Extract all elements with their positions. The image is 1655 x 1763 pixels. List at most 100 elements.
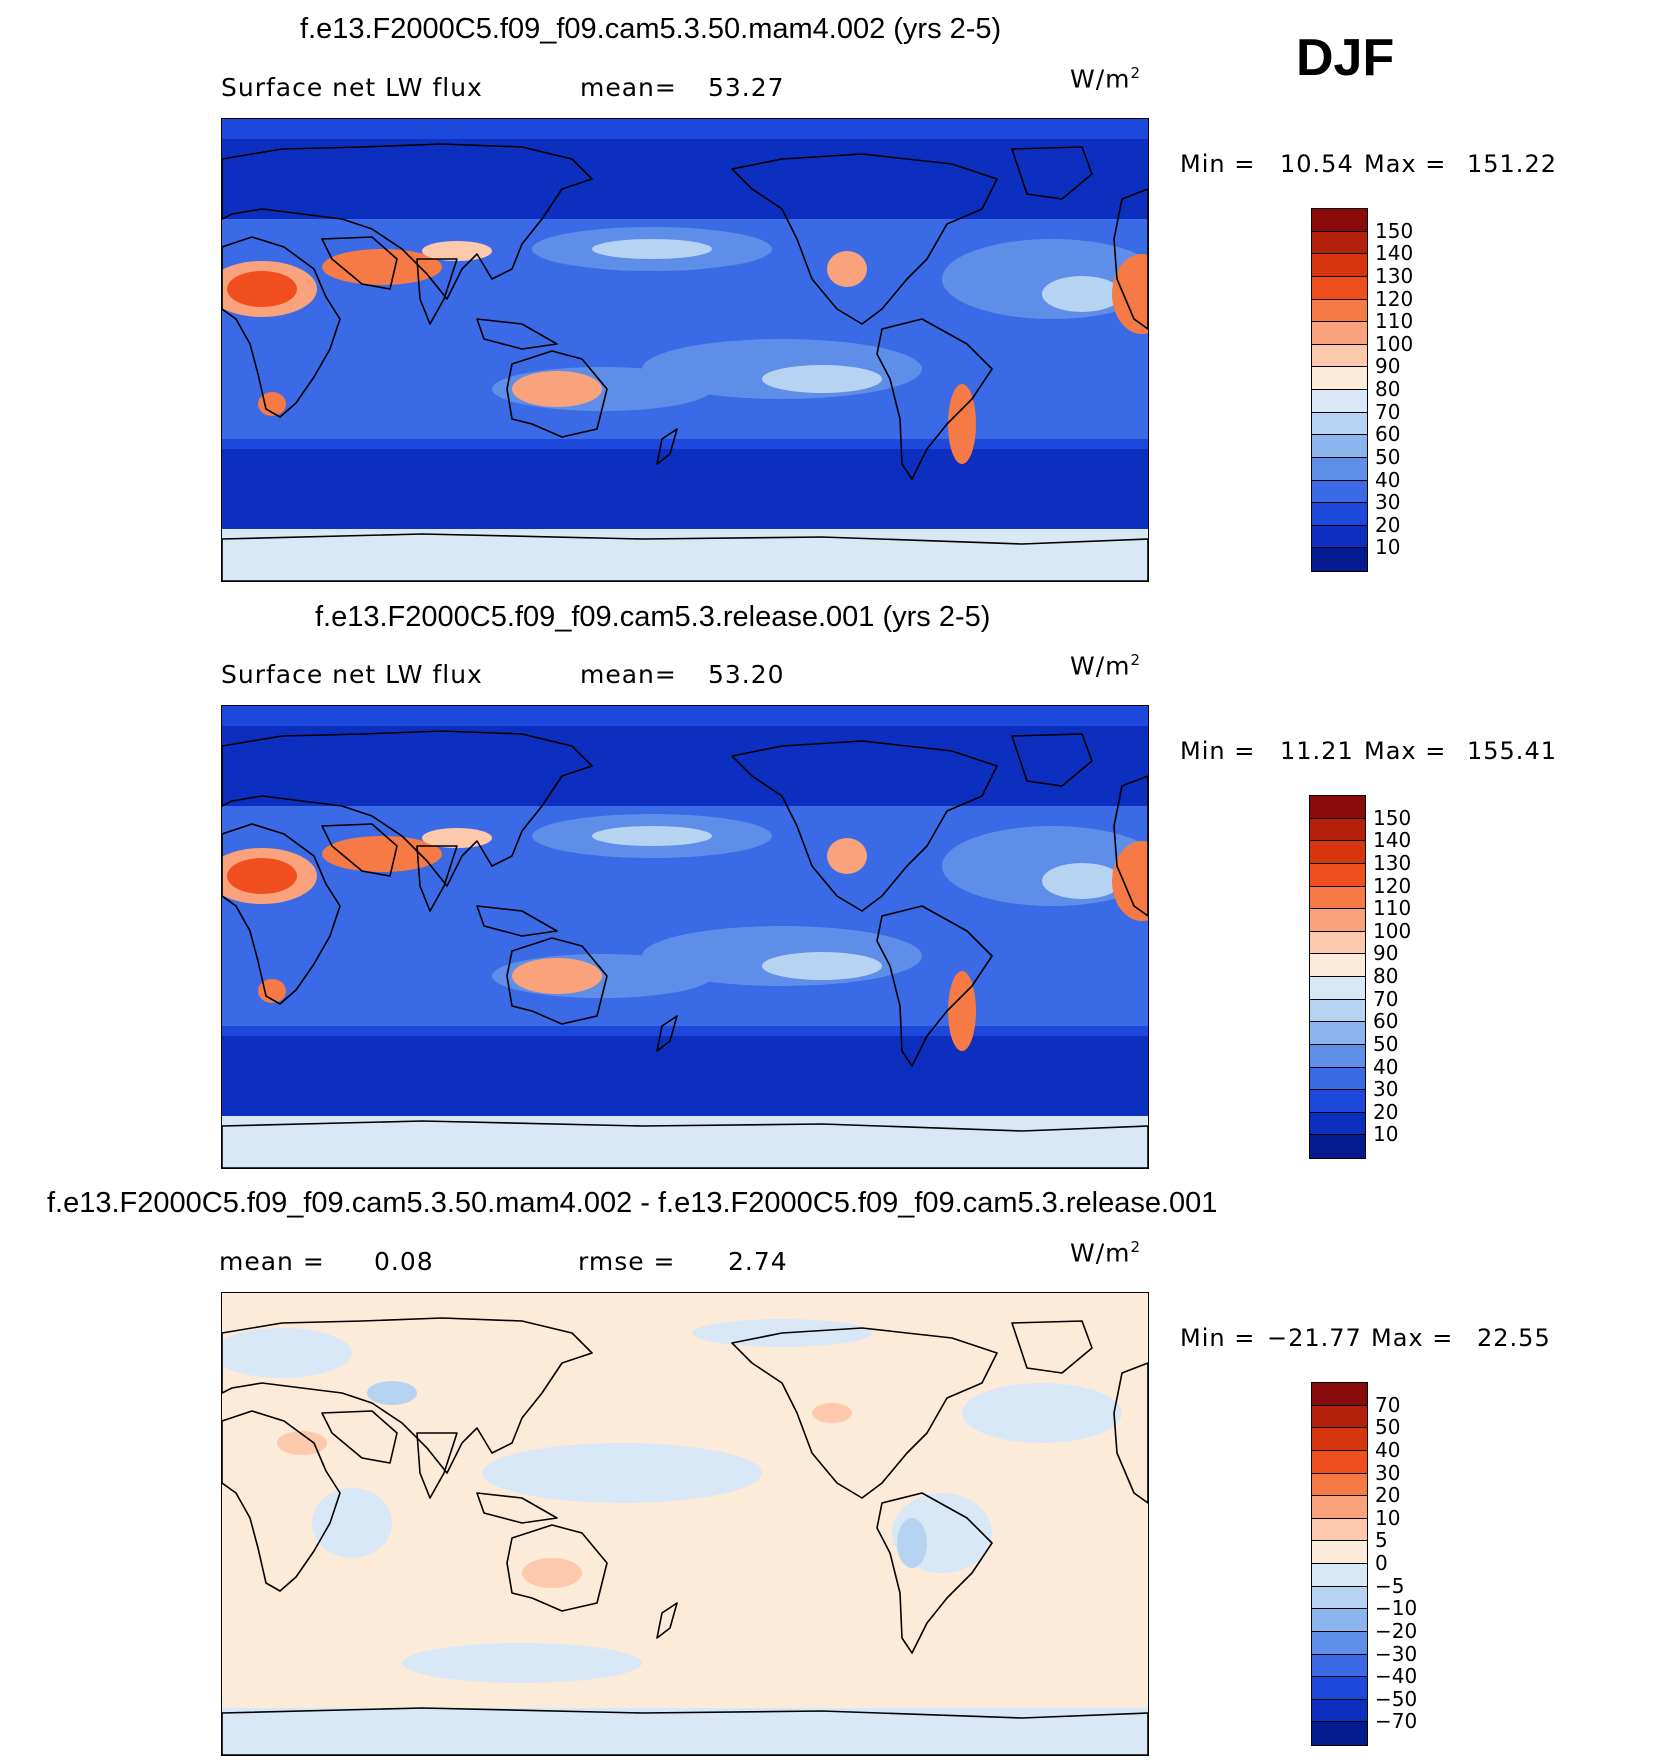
coastlines	[222, 730, 1148, 1168]
colorbar-swatch	[1310, 796, 1365, 819]
panel-1-min-label: Min =	[1180, 150, 1256, 178]
colorbar-swatch	[1310, 931, 1365, 955]
colorbar-tick-label: 60	[1375, 422, 1401, 447]
panel-1-variable-label: Surface net LW flux	[221, 73, 483, 102]
panel-2-variable-label: Surface net LW flux	[221, 660, 483, 689]
colorbar-swatch	[1312, 503, 1367, 526]
colorbar-swatch	[1312, 1609, 1367, 1632]
panel-3-min-label: Min =	[1180, 1324, 1256, 1352]
colorbar-tick-label: 140	[1375, 241, 1414, 266]
colorbar-tick-label: 90	[1373, 941, 1399, 966]
colorbar-tick-label: 30	[1375, 1460, 1401, 1485]
panel-2-units: W/m2	[1070, 651, 1142, 681]
colorbar-swatch	[1312, 1473, 1367, 1497]
colorbar-swatch	[1312, 1654, 1367, 1678]
colorbar-tick-label: 50	[1373, 1031, 1399, 1056]
colorbar-tick-label: 90	[1375, 354, 1401, 379]
colorbar-tick-label: 20	[1375, 512, 1401, 537]
colorbar-swatch	[1310, 1112, 1365, 1136]
colorbar-tick-label: 100	[1373, 918, 1412, 943]
colorbar-swatch	[1310, 886, 1365, 910]
panel-3-mean-value: 0.08	[374, 1247, 434, 1276]
colorbar-swatch	[1312, 209, 1367, 232]
panel-2-max-value: 155.41	[1467, 737, 1557, 765]
colorbar-swatch	[1310, 1044, 1365, 1068]
colorbar-tick-label: −5	[1375, 1573, 1405, 1598]
colorbar-swatch	[1310, 841, 1365, 864]
coastlines	[222, 1317, 1148, 1755]
colorbar-swatch	[1310, 999, 1365, 1023]
colorbar-swatch	[1312, 322, 1367, 345]
colorbar-swatch	[1312, 1496, 1367, 1519]
colorbar-swatch	[1310, 1090, 1365, 1113]
panel-2-min-value: 11.21	[1280, 737, 1354, 765]
panel-3-min-value: −21.77	[1267, 1324, 1362, 1352]
colorbar-swatch	[1310, 977, 1365, 1000]
panel-3-colorbar	[1311, 1382, 1368, 1746]
colorbar-swatch	[1310, 818, 1365, 842]
colorbar-tick-label: 70	[1375, 399, 1401, 424]
panel-2-colorbar	[1309, 795, 1366, 1159]
colorbar-tick-label: 10	[1375, 535, 1401, 560]
colorbar-tick-label: 40	[1375, 467, 1401, 492]
colorbar-tick-label: 20	[1375, 1483, 1401, 1508]
panel-2-mean-value: 53.20	[708, 660, 785, 689]
colorbar-swatch	[1312, 254, 1367, 277]
panel-1-max-value: 151.22	[1467, 150, 1557, 178]
colorbar-tick-label: 20	[1373, 1099, 1399, 1124]
panel-3-max-value: 22.55	[1477, 1324, 1551, 1352]
colorbar-tick-label: −20	[1375, 1618, 1418, 1643]
panel-3-max-label: Max =	[1371, 1324, 1454, 1352]
colorbar-swatch	[1312, 390, 1367, 413]
colorbar-swatch	[1310, 954, 1365, 977]
colorbar-swatch	[1312, 231, 1367, 255]
colorbar-tick-label: 40	[1373, 1054, 1399, 1079]
colorbar-tick-label: 140	[1373, 828, 1412, 853]
panel-1-max-label: Max =	[1364, 150, 1447, 178]
colorbar-tick-label: 70	[1375, 1392, 1401, 1417]
panel-1-units: W/m2	[1070, 64, 1142, 94]
colorbar-tick-label: 30	[1375, 490, 1401, 515]
map-field	[222, 1293, 1148, 1755]
colorbar-tick-label: 120	[1373, 873, 1412, 898]
colorbar-tick-label: −10	[1375, 1596, 1418, 1621]
colorbar-tick-label: 110	[1375, 309, 1414, 334]
panel-3-rmse-label: rmse =	[578, 1247, 676, 1276]
colorbar-tick-label: 80	[1375, 377, 1401, 401]
colorbar-swatch	[1310, 1067, 1365, 1091]
colorbar-swatch	[1310, 863, 1365, 887]
colorbar-swatch	[1312, 480, 1367, 504]
colorbar-tick-label: −30	[1375, 1641, 1418, 1666]
colorbar-swatch	[1310, 909, 1365, 932]
colorbar-swatch	[1312, 1722, 1367, 1745]
colorbar-swatch	[1312, 1428, 1367, 1451]
panel-3-mean-label: mean =	[219, 1247, 325, 1276]
colorbar-tick-label: 130	[1373, 850, 1412, 875]
colorbar-tick-label: 50	[1375, 1415, 1401, 1440]
panel-3-rmse-value: 2.74	[728, 1247, 788, 1276]
colorbar-tick-label: 130	[1375, 263, 1414, 288]
colorbar-tick-label: −40	[1375, 1664, 1418, 1689]
colorbar-swatch	[1312, 1677, 1367, 1700]
colorbar-swatch	[1312, 299, 1367, 323]
colorbar-tick-label: 120	[1375, 286, 1414, 311]
colorbar-tick-label: 110	[1373, 896, 1412, 921]
colorbar-swatch	[1312, 1564, 1367, 1587]
colorbar-swatch	[1312, 435, 1367, 458]
colorbar-swatch	[1312, 1450, 1367, 1474]
colorbar-swatch	[1312, 1405, 1367, 1429]
colorbar-swatch	[1312, 457, 1367, 481]
coastlines	[222, 143, 1148, 581]
colorbar-swatch	[1312, 1631, 1367, 1655]
colorbar-swatch	[1312, 344, 1367, 368]
colorbar-tick-label: 50	[1375, 444, 1401, 469]
panel-3-map	[221, 1292, 1149, 1756]
colorbar-tick-label: −50	[1375, 1686, 1418, 1711]
colorbar-swatch	[1312, 276, 1367, 300]
panel-2-title: f.e13.F2000C5.f09_f09.cam5.3.release.001…	[315, 601, 991, 633]
panel-2-mean-label: mean=	[580, 660, 677, 689]
colorbar-swatch	[1310, 1135, 1365, 1158]
colorbar-tick-label: 10	[1375, 1505, 1401, 1530]
panel-3-units: W/m2	[1070, 1238, 1142, 1268]
colorbar-tick-label: 150	[1373, 805, 1412, 830]
